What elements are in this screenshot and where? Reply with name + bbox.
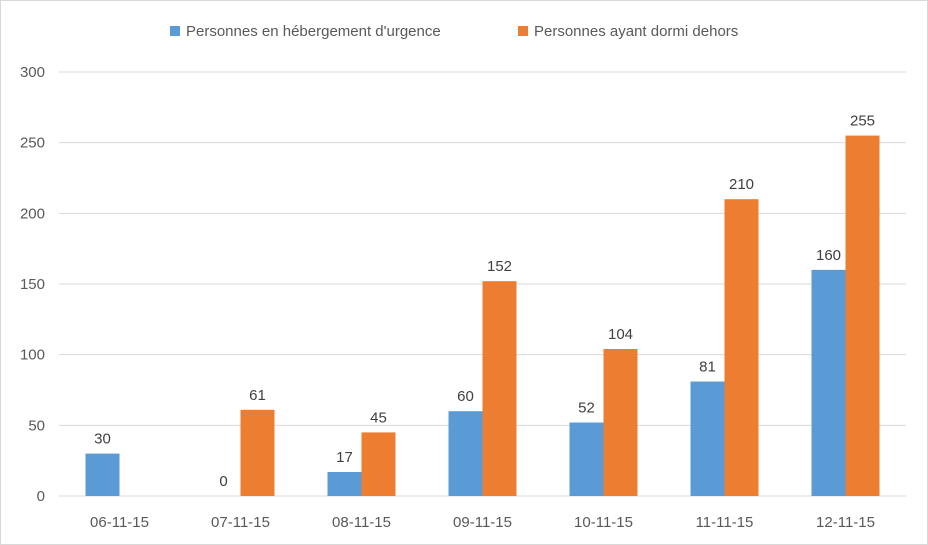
data-label-series0-08-11-15: 17 xyxy=(336,449,353,466)
x-tick-label-08-11-15: 08-11-15 xyxy=(332,514,391,531)
bar-series0-11-11-15 xyxy=(690,381,725,496)
bar-series0-06-11-15 xyxy=(85,453,120,496)
data-label-series1-10-11-15: 104 xyxy=(608,326,633,343)
data-label-series0-06-11-15: 30 xyxy=(94,431,111,448)
data-label-series1-07-11-15: 61 xyxy=(249,387,266,404)
y-axis-tick-labels: 0 50 100 150 200 250 300 xyxy=(20,64,45,505)
x-tick-label-07-11-15: 07-11-15 xyxy=(211,514,270,531)
legend-swatch-series0 xyxy=(170,26,180,36)
data-label-series1-09-11-15: 152 xyxy=(487,258,512,275)
data-label-series0-10-11-15: 52 xyxy=(578,400,595,417)
legend-label-series0: Personnes en hébergement d'urgence xyxy=(186,23,441,40)
y-tick-label-0: 0 xyxy=(37,488,45,505)
data-label-series0-07-11-15: 0 xyxy=(219,473,227,490)
legend: Personnes en hébergement d'urgence Person… xyxy=(170,23,738,40)
x-tick-label-06-11-15: 06-11-15 xyxy=(90,514,149,531)
bar-series1-09-11-15 xyxy=(482,281,517,496)
bar-series0-10-11-15 xyxy=(569,422,604,496)
data-label-series1-12-11-15: 255 xyxy=(850,113,875,130)
bars xyxy=(85,135,880,496)
y-tick-label-100: 100 xyxy=(20,347,45,364)
y-tick-label-200: 200 xyxy=(20,205,45,222)
bar-series1-11-11-15 xyxy=(724,199,759,496)
y-tick-label-250: 250 xyxy=(20,135,45,152)
bar-series0-08-11-15 xyxy=(327,471,362,496)
bar-series1-07-11-15 xyxy=(240,409,275,496)
bar-series1-08-11-15 xyxy=(361,432,396,496)
bar-series0-12-11-15 xyxy=(811,269,846,496)
data-label-series1-08-11-15: 45 xyxy=(370,409,387,426)
x-tick-label-09-11-15: 09-11-15 xyxy=(453,514,512,531)
data-label-series0-09-11-15: 60 xyxy=(457,388,474,405)
data-label-series1-11-11-15: 210 xyxy=(729,176,754,193)
data-label-series0-12-11-15: 160 xyxy=(816,247,841,264)
legend-label-series1: Personnes ayant dormi dehors xyxy=(534,23,738,40)
data-labels: 30 0 61 17 45 60 152 52 104 81 210 160 255 xyxy=(94,113,875,490)
y-tick-label-300: 300 xyxy=(20,64,45,81)
y-tick-label-50: 50 xyxy=(28,417,45,434)
x-tick-label-12-11-15: 12-11-15 xyxy=(816,514,875,531)
legend-swatch-series1 xyxy=(518,26,528,36)
x-tick-label-10-11-15: 10-11-15 xyxy=(574,514,633,531)
x-tick-label-11-11-15: 11-11-15 xyxy=(696,514,754,531)
x-axis-tick-labels: 06-11-15 07-11-15 08-11-15 09-11-15 10-11-15… xyxy=(90,514,875,531)
data-label-series0-11-11-15: 81 xyxy=(699,359,716,376)
bar-series0-09-11-15 xyxy=(448,411,483,496)
bar-series1-12-11-15 xyxy=(845,135,880,496)
y-tick-label-150: 150 xyxy=(20,276,45,293)
bar-series1-10-11-15 xyxy=(603,349,638,496)
